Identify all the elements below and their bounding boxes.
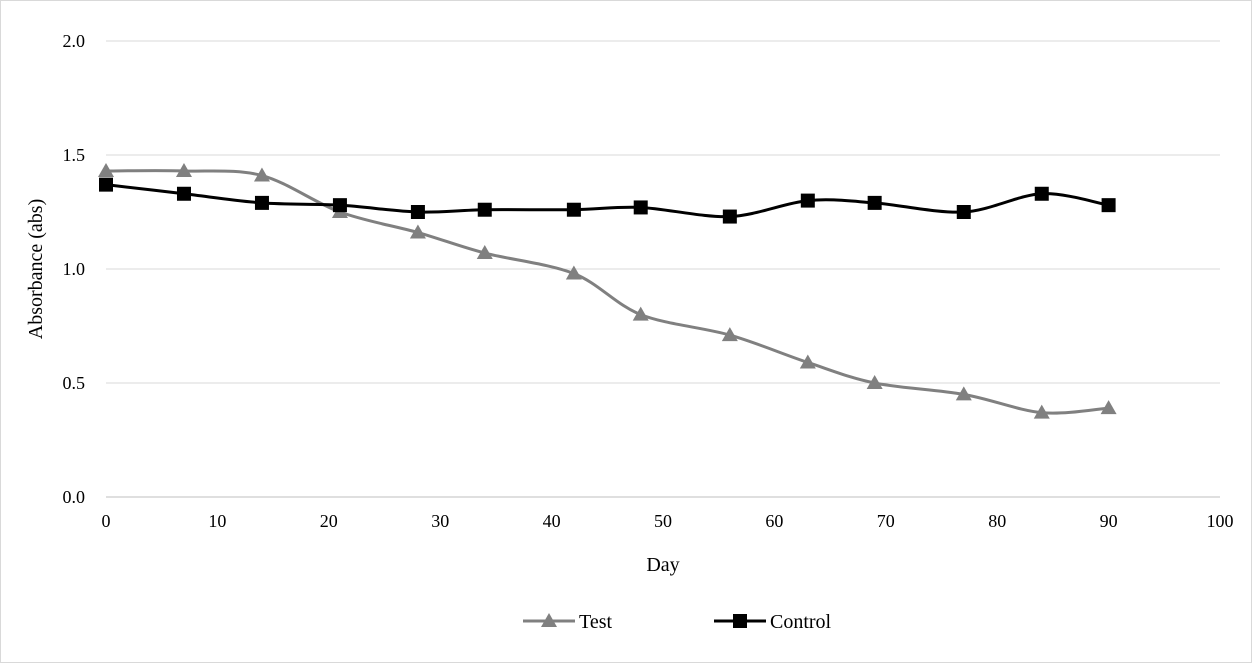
legend-swatch-marker	[733, 614, 747, 628]
control-point	[99, 177, 113, 192]
control-point	[332, 198, 347, 213]
series	[98, 162, 1117, 419]
x-tick-label: 50	[654, 511, 672, 531]
test-point	[253, 167, 270, 182]
gridlines	[106, 40, 1220, 384]
test-point	[632, 306, 649, 321]
x-tick-label: 80	[988, 511, 1006, 531]
x-tick-label: 100	[1207, 511, 1234, 531]
control-point	[800, 193, 815, 208]
x-tick-label: 70	[877, 511, 895, 531]
control-point	[633, 200, 648, 215]
test-point	[409, 224, 426, 239]
x-tick-label: 0	[102, 511, 111, 531]
test-point	[721, 327, 738, 342]
y-axis-title: Absorbance (abs)	[25, 199, 47, 340]
series-test	[98, 162, 1117, 419]
control-point	[254, 195, 269, 210]
legend-label: Control	[770, 611, 832, 633]
test-line	[105, 169, 1109, 415]
test-point	[98, 162, 114, 177]
test-point	[866, 375, 883, 389]
test-point	[1100, 400, 1117, 415]
legend-item-test: Test	[523, 611, 612, 633]
test-point	[799, 354, 816, 369]
control-point	[1101, 198, 1116, 213]
control-point	[410, 205, 425, 219]
series-control	[99, 177, 1116, 224]
legend-swatch-marker	[541, 613, 557, 627]
y-tick-label: 1.5	[63, 145, 86, 165]
control-point	[1034, 186, 1049, 201]
control-point	[722, 209, 737, 224]
legend-item-control: Control	[714, 611, 832, 633]
y-tick-label: 1.0	[63, 259, 86, 279]
legend: Test Control	[523, 611, 832, 633]
test-point	[955, 386, 972, 401]
x-tick-label: 40	[543, 511, 561, 531]
control-point	[956, 205, 971, 219]
x-tick-label: 90	[1100, 511, 1118, 531]
y-tick-label: 2.0	[63, 31, 86, 51]
test-point	[1033, 404, 1050, 419]
test-point	[565, 265, 582, 280]
x-axis-title: Day	[646, 554, 679, 576]
axes: 0.0 0.5 1.0 1.5 2.0 0 10 20 30 40 50 60 70 80 90 100	[63, 31, 1234, 531]
x-tick-label: 20	[320, 511, 338, 531]
test-point	[476, 245, 493, 260]
control-point	[566, 202, 581, 217]
test-point	[175, 162, 192, 177]
x-tick-label: 60	[765, 511, 783, 531]
x-tick-label: 10	[208, 511, 226, 531]
y-tick-label: 0.0	[63, 487, 86, 507]
legend-label: Test	[579, 611, 612, 633]
control-point	[867, 195, 882, 210]
control-point	[477, 202, 492, 217]
y-tick-label: 0.5	[63, 373, 86, 393]
x-tick-label: 30	[431, 511, 449, 531]
control-point	[176, 186, 191, 201]
